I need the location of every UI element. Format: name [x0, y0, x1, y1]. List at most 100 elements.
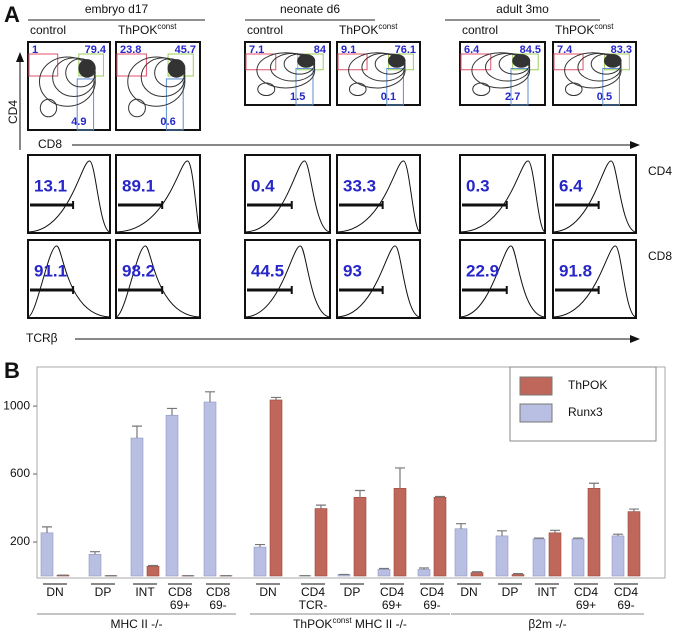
histogram-curve — [336, 245, 421, 318]
error-bar — [613, 533, 623, 536]
error-bar — [513, 573, 523, 575]
bar — [269, 399, 283, 577]
histogram-box — [459, 239, 546, 319]
contour — [564, 82, 583, 97]
bar — [548, 532, 562, 577]
error-bar — [271, 396, 281, 400]
error-bar — [355, 489, 365, 498]
row-label: CD4 — [648, 164, 672, 178]
histogram-percent: 44.5 — [251, 261, 284, 280]
arrow-head — [630, 141, 640, 149]
condition-label: ThPOKconst — [339, 22, 398, 38]
condition-label-base: ThPOK — [339, 23, 378, 37]
group-title: embryo d17 — [85, 2, 149, 16]
x-tick-label: CD8 — [168, 585, 192, 599]
gate-percent: 76.1 — [395, 44, 416, 56]
bar — [377, 569, 391, 577]
histogram-curve — [27, 160, 111, 233]
histogram-box — [115, 154, 201, 234]
histogram-curve — [552, 160, 637, 233]
gate-percent: 7.4 — [557, 44, 573, 56]
gate-percent: 0.1 — [381, 91, 396, 103]
error-bar — [255, 543, 265, 548]
histogram-percent: 89.1 — [122, 176, 155, 195]
contour — [471, 52, 531, 89]
histogram-curve — [336, 160, 421, 233]
panel-label: B — [4, 358, 20, 383]
x-tick-label: DN — [259, 585, 276, 599]
gate-percent: 79.4 — [85, 44, 107, 56]
condition-label-superscript: const — [378, 22, 398, 31]
condition-label-base: ThPOK — [555, 23, 594, 37]
contour — [348, 82, 367, 97]
y-axis-label: CD4 — [6, 100, 20, 124]
error-bar — [42, 526, 52, 533]
condition-label: ThPOKconst — [555, 22, 614, 38]
gate-percent: 45.7 — [175, 44, 196, 56]
panel-label: A — [4, 2, 20, 27]
histogram-curve — [115, 160, 201, 233]
gate — [337, 53, 368, 71]
x-tick-label: TCR- — [299, 598, 328, 612]
histogram-curve — [244, 160, 331, 233]
histogram-percent: 6.4 — [559, 176, 583, 195]
gate-percent: 1 — [32, 44, 38, 56]
group-label-suffix: MHC II -/- — [352, 617, 407, 631]
y-tick-label: 1000 — [3, 398, 30, 412]
gate-percent: 7.1 — [249, 44, 264, 56]
contour — [348, 52, 406, 89]
x-tick-label: DP — [344, 585, 361, 599]
bar — [88, 553, 102, 577]
bar — [495, 535, 509, 577]
legend-label: Runx3 — [568, 405, 603, 419]
x-tick-label: CD4 — [301, 585, 325, 599]
group-label-base: ThPOK — [293, 617, 332, 631]
group-label: ThPOKconst MHC II -/- — [293, 616, 407, 632]
group-label: β2m -/- — [528, 617, 566, 631]
error-bar — [456, 523, 466, 529]
error-bar — [132, 425, 142, 439]
legend-swatch — [519, 376, 553, 396]
contour — [472, 82, 491, 97]
group-label-superscript: const — [332, 616, 352, 625]
error-bar — [395, 467, 405, 489]
error-bar — [534, 537, 544, 539]
contour — [564, 52, 622, 89]
bar — [353, 497, 367, 577]
bar — [314, 508, 328, 577]
histogram-curve — [115, 245, 201, 318]
bar — [571, 538, 585, 577]
histogram-percent: 93 — [343, 261, 362, 280]
error-bar — [589, 482, 599, 489]
histogram-percent: 91.8 — [559, 261, 592, 280]
error-bar — [90, 551, 100, 555]
bar — [433, 497, 447, 577]
bar — [417, 569, 431, 577]
gate-percent: 0.6 — [160, 116, 175, 128]
x-tick-label: INT — [135, 585, 155, 599]
gate-percent: 23.8 — [120, 44, 141, 56]
x-tick-label: DP — [502, 585, 519, 599]
contour — [127, 56, 186, 107]
bar — [470, 572, 484, 577]
error-bar — [550, 529, 560, 533]
gate-percent: 2.7 — [505, 91, 520, 103]
gate-percent: 84.5 — [520, 44, 541, 56]
error-bar — [167, 407, 177, 416]
bar — [146, 566, 160, 577]
histogram-percent: 13.1 — [34, 176, 67, 195]
histogram-curve — [244, 245, 331, 318]
error-bar — [379, 567, 389, 570]
histogram-box — [552, 239, 637, 319]
contour — [257, 82, 276, 97]
bar — [511, 574, 525, 577]
x-tick-label: DP — [95, 585, 112, 599]
gate-percent: 1.5 — [290, 91, 305, 103]
x-tick-label: CD4 — [614, 585, 638, 599]
x-tick-label: CD4 — [574, 585, 598, 599]
histogram-curve — [459, 245, 546, 318]
arrow-head — [630, 335, 640, 343]
histogram-percent: 33.3 — [343, 176, 376, 195]
gate-percent: 83.3 — [611, 44, 632, 56]
gate-percent: 84 — [314, 44, 327, 56]
